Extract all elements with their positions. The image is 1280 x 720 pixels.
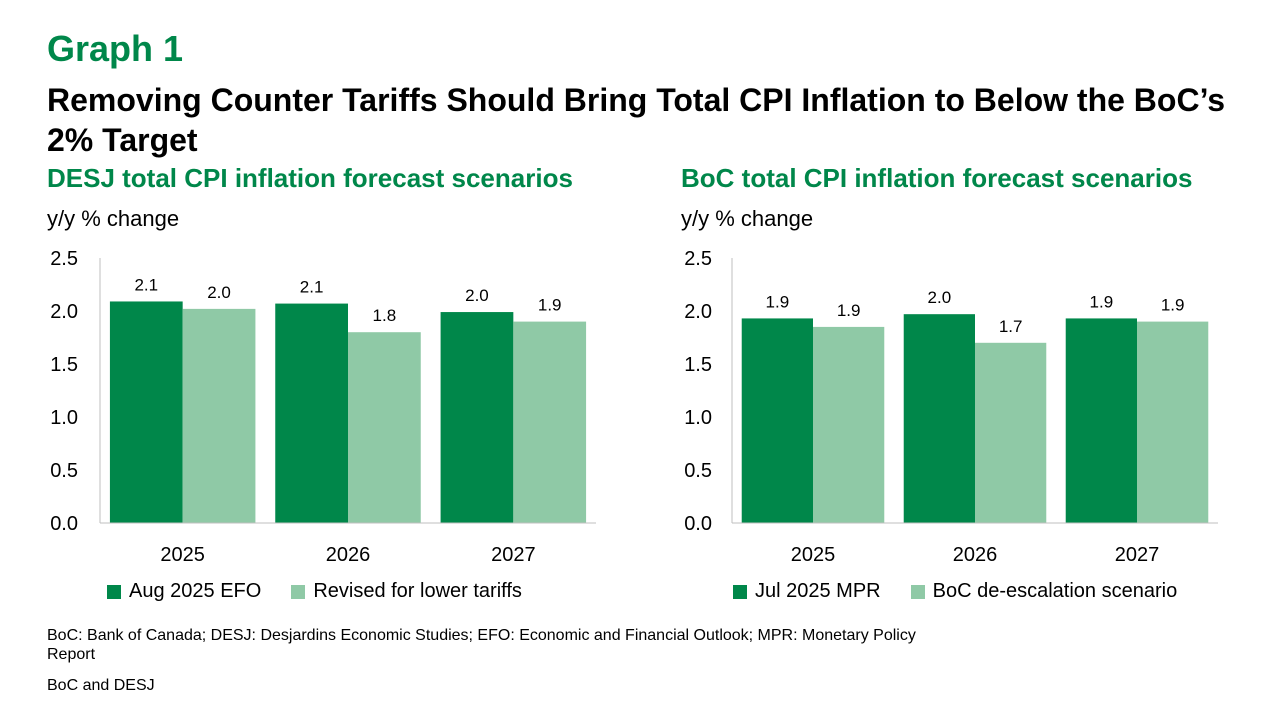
- bar-2025-series-2: [182, 308, 256, 523]
- bar-2025-series-1: [741, 318, 813, 523]
- data-label: 2.0: [207, 283, 231, 302]
- bar-2026-series-1: [275, 303, 348, 523]
- y-axis-label-boc: y/y % change: [681, 206, 814, 231]
- bar-2026-series-2: [975, 342, 1047, 523]
- legend-swatch-light: [291, 584, 306, 599]
- data-label: 1.9: [538, 296, 562, 315]
- y-tick-label: 2.5: [50, 248, 78, 270]
- bar-2027-series-1: [1065, 318, 1137, 523]
- data-label: 2.0: [465, 286, 489, 305]
- data-label: 2.0: [928, 288, 952, 307]
- x-tick-label: 2026: [953, 544, 998, 566]
- y-tick-label: 1.5: [50, 354, 78, 376]
- y-tick-label: 1.5: [684, 354, 712, 376]
- chart-desj: 0.0 0.5 1.0 1.5 2.0 2.5 2.1 2.0 2025 2.1 1.8 2026 2.…: [50, 248, 596, 566]
- legend-label: Revised for lower tariffs: [313, 580, 522, 602]
- chart-title-boc: BoC total CPI inflation forecast scenari…: [681, 163, 1193, 193]
- y-axis-label-desj: y/y % change: [47, 206, 180, 231]
- y-tick-label: 2.0: [50, 301, 78, 323]
- legend-boc: Jul 2025 MPR BoC de-escalation scenario: [733, 580, 1207, 603]
- legend-item-jul-2025-mpr: Jul 2025 MPR: [733, 580, 881, 603]
- x-tick-label: 2025: [160, 544, 205, 566]
- data-label: 1.9: [1161, 296, 1185, 315]
- legend-item-de-escalation: BoC de-escalation scenario: [910, 580, 1178, 603]
- legend-label: Jul 2025 MPR: [755, 580, 881, 602]
- legend-swatch-dark: [733, 584, 747, 599]
- bar-2026-series-2: [348, 332, 421, 523]
- legend-item-aug-2025-efo: Aug 2025 EFO: [107, 580, 261, 603]
- y-tick-label: 0.0: [684, 513, 712, 535]
- legend-label: Aug 2025 EFO: [129, 580, 262, 602]
- legend-swatch-dark: [107, 584, 121, 599]
- y-tick-label: 0.0: [50, 513, 78, 535]
- legend-label: BoC de-escalation scenario: [932, 580, 1178, 602]
- data-label: 1.8: [373, 306, 397, 325]
- bar-2026-series-1: [903, 314, 975, 523]
- x-tick-label: 2027: [491, 544, 536, 566]
- legend-desj: Aug 2025 EFO Revised for lower tariffs: [107, 580, 552, 603]
- graph-label: Graph 1: [47, 28, 184, 69]
- y-tick-label: 1.0: [50, 407, 78, 429]
- bar-2027-series-2: [513, 321, 587, 523]
- legend-swatch-light: [910, 584, 925, 599]
- page-title: Removing Counter Tariffs Should Bring To…: [47, 82, 1226, 158]
- bar-2025-series-1: [109, 301, 183, 523]
- x-tick-label: 2027: [1115, 544, 1160, 566]
- data-label: 1.9: [837, 301, 861, 320]
- data-label: 1.9: [1090, 292, 1114, 311]
- chart-title-desj: DESJ total CPI inflation forecast scenar…: [47, 163, 573, 193]
- bar-2027-series-2: [1137, 321, 1209, 523]
- chart-boc: 0.0 0.5 1.0 1.5 2.0 2.5 1.9 1.9 2025 2.0 1.7 2026 1.…: [684, 248, 1218, 566]
- chart-notes: BoC: Bank of Canada; DESJ: Desjardins Ec…: [47, 627, 916, 663]
- y-tick-label: 0.5: [50, 460, 78, 482]
- bar-2025-series-2: [813, 326, 885, 523]
- data-label: 2.1: [300, 278, 324, 297]
- legend-item-revised: Revised for lower tariffs: [291, 580, 522, 603]
- data-label: 2.1: [134, 275, 158, 294]
- data-label: 1.9: [766, 292, 790, 311]
- x-tick-label: 2026: [326, 544, 371, 566]
- y-tick-label: 2.0: [684, 301, 712, 323]
- y-tick-label: 2.5: [684, 248, 712, 270]
- data-label: 1.7: [999, 317, 1023, 336]
- y-tick-label: 0.5: [684, 460, 712, 482]
- x-tick-label: 2025: [791, 544, 836, 566]
- chart-source: BoC and DESJ: [47, 677, 155, 694]
- bar-2027-series-1: [440, 312, 514, 523]
- y-tick-label: 1.0: [684, 407, 712, 429]
